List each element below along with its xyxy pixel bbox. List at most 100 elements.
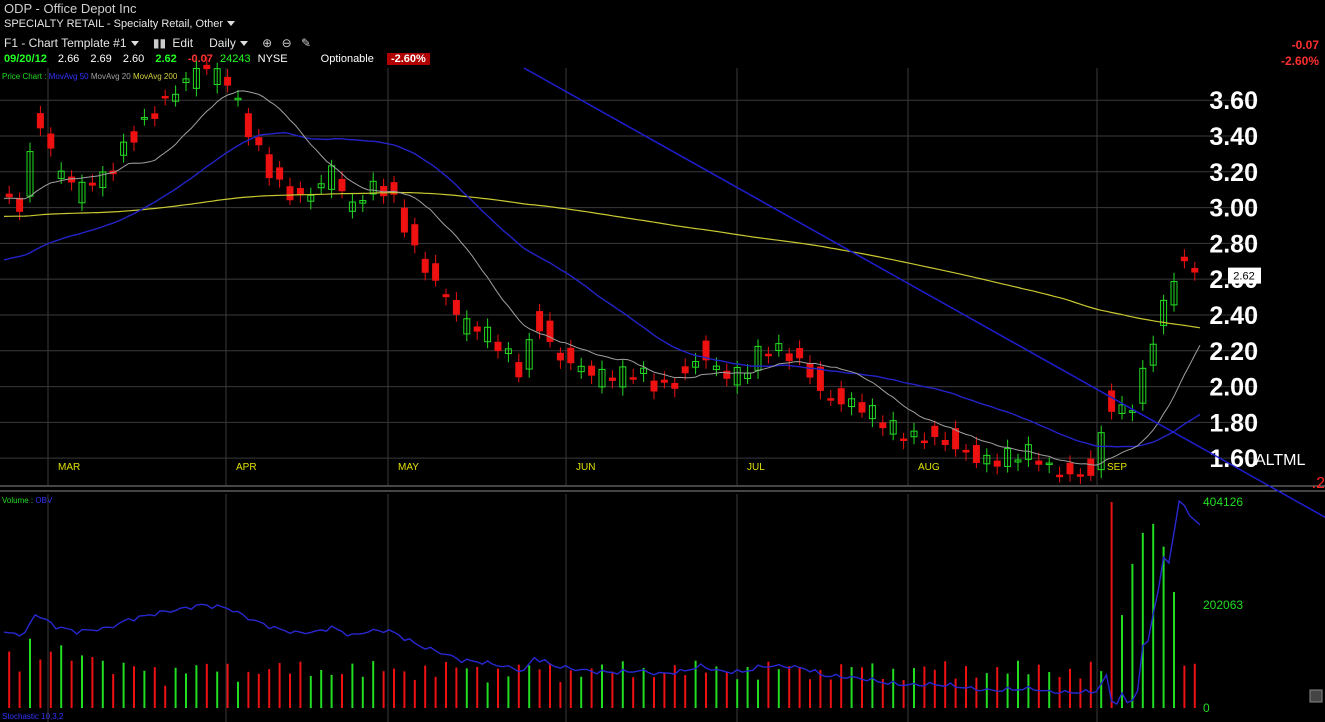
- candle-body: [692, 361, 700, 368]
- sector-line[interactable]: SPECIALTY RETAIL - Specialty Retail, Oth…: [4, 18, 243, 30]
- ma200-line: [3, 191, 1201, 329]
- candle-body: [359, 200, 367, 204]
- symbol-title: ODP - Office Depot Inc: [4, 1, 137, 16]
- candle-body: [1045, 462, 1053, 466]
- quote-low: 2.60: [122, 53, 145, 65]
- candle-body: [328, 165, 336, 190]
- chart-header: ODP - Office Depot Inc SPECIALTY RETAIL …: [0, 0, 1325, 70]
- candle-body: [650, 380, 658, 392]
- price-tick-label: 3.60: [1209, 87, 1258, 115]
- quote-volume: 24243: [219, 53, 251, 65]
- price-tick-label: 1.80: [1209, 409, 1258, 437]
- trend-line: [523, 67, 1325, 518]
- candle-body: [681, 366, 689, 374]
- candle-body: [785, 353, 793, 362]
- price-tick-label: 2.00: [1209, 374, 1258, 402]
- candle-body: [421, 258, 429, 273]
- sector-label[interactable]: SPECIALTY RETAIL - Specialty Retail, Oth…: [4, 18, 224, 30]
- candle-body: [827, 398, 835, 401]
- candle-body: [983, 454, 991, 465]
- candle-body: [1076, 474, 1084, 477]
- volume-bars: [8, 502, 1196, 708]
- candle-body: [172, 93, 180, 102]
- candle-body: [1191, 267, 1199, 273]
- right-change: -0.07: [1291, 38, 1319, 52]
- candle-body: [1180, 256, 1188, 262]
- candle-body: [452, 299, 460, 315]
- candle-body: [556, 352, 564, 361]
- candle-body: [712, 365, 720, 371]
- candle-body: [848, 398, 856, 408]
- candle-body: [515, 362, 523, 378]
- candle-body: [120, 141, 128, 156]
- candle-body: [99, 171, 107, 189]
- sector-dropdown-icon[interactable]: [227, 21, 236, 27]
- template-dropdown[interactable]: F1 - Chart Template #1: [4, 36, 127, 50]
- ma20-line: [3, 90, 1201, 466]
- candle-body: [931, 425, 939, 438]
- candle-body: [1118, 404, 1126, 414]
- volume-tick-label: 0: [1203, 701, 1210, 715]
- candles: [5, 56, 1199, 484]
- price-tick-label: 3.20: [1209, 159, 1258, 187]
- candle-body: [484, 326, 492, 343]
- candle-body: [338, 178, 346, 192]
- candle-body: [952, 428, 960, 450]
- template-chevron-icon[interactable]: [130, 40, 139, 46]
- candle-body: [88, 182, 96, 186]
- bars-icon[interactable]: ▮▮: [152, 36, 167, 50]
- candle-body: [993, 460, 1001, 467]
- candle-body: [286, 186, 294, 201]
- candle-body: [1004, 448, 1012, 467]
- candle-body: [567, 347, 575, 364]
- candle-body: [608, 377, 616, 381]
- quote-line: 09/20/12 2.66 2.69 2.60 2.62 -0.07 24243…: [4, 53, 430, 65]
- quote-high: 2.69: [90, 53, 112, 65]
- candle-body: [702, 340, 710, 361]
- candle-body: [1170, 281, 1178, 306]
- candle-body: [660, 379, 668, 383]
- candle-body: [525, 339, 533, 370]
- volume-legend: Volume : OBV: [2, 496, 53, 505]
- price-tick-label: 2.80: [1209, 230, 1258, 258]
- candle-body: [161, 95, 169, 99]
- zoom-in-icon[interactable]: ⊕: [262, 36, 273, 50]
- candle-body: [1097, 432, 1105, 471]
- candle-body: [265, 154, 273, 179]
- candle-body: [723, 370, 731, 379]
- draw-pen-icon[interactable]: ✎: [300, 36, 312, 50]
- obv-line: [3, 499, 1201, 705]
- last-price-label: 2.62: [1233, 271, 1254, 283]
- candle-body: [868, 405, 876, 420]
- period-chevron-icon[interactable]: [239, 40, 248, 46]
- candle-body: [432, 263, 440, 281]
- candle-body: [369, 180, 377, 195]
- candle-body: [5, 193, 13, 198]
- period-dropdown[interactable]: Daily: [209, 36, 236, 50]
- candle-body: [130, 131, 138, 143]
- candle-body: [910, 430, 918, 438]
- price-tick-label: 2.20: [1209, 338, 1258, 366]
- volume-tick-label: 202063: [1203, 598, 1243, 612]
- candle-body: [296, 187, 304, 195]
- ma50-line: [3, 131, 1201, 448]
- candle-body: [879, 422, 887, 429]
- edit-button[interactable]: Edit: [172, 36, 194, 50]
- zoom-out-icon[interactable]: ⊖: [281, 36, 292, 50]
- candle-body: [234, 97, 242, 101]
- candle-body: [858, 402, 866, 413]
- candle-body: [140, 117, 148, 120]
- side-value-label: .2: [1312, 475, 1325, 492]
- price-legend: Price Chart : MovAvg 50 MovAvg 20 MovAvg…: [2, 72, 178, 81]
- candle-body: [494, 341, 502, 352]
- quote-last: 2.62: [155, 53, 177, 65]
- candle-body: [182, 78, 190, 83]
- candle-body: [276, 167, 284, 180]
- candle-body: [348, 201, 356, 212]
- candle-body: [546, 320, 554, 342]
- candle-body: [307, 194, 315, 202]
- candle-body: [972, 445, 980, 463]
- scroll-grip-icon[interactable]: [1309, 689, 1323, 703]
- candle-body: [1139, 367, 1147, 404]
